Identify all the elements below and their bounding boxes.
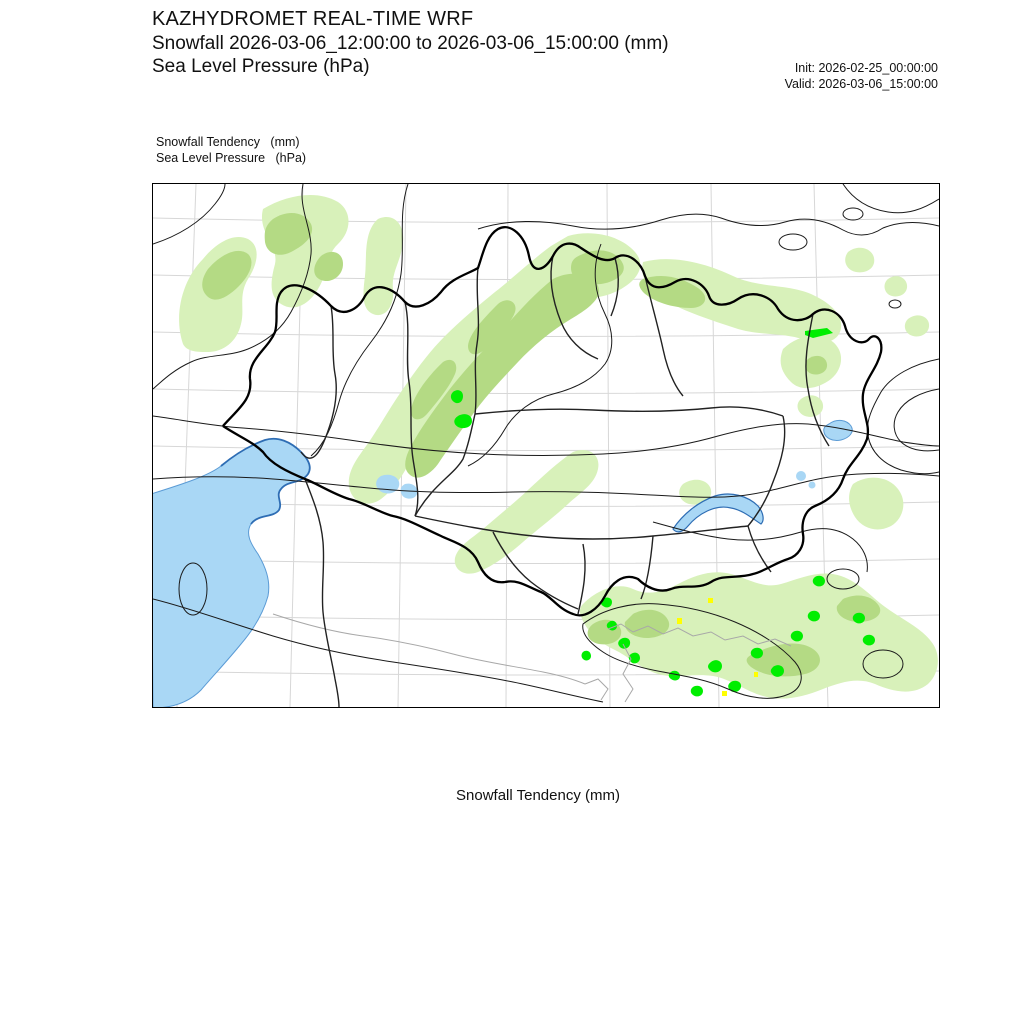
snowfall-yellow	[677, 598, 758, 696]
map-legend: Snowfall Tendency (mm) Sea Level Pressur…	[156, 134, 306, 166]
page-title: KAZHYDROMET REAL-TIME WRF	[152, 8, 474, 30]
map-legend-line1: Snowfall Tendency (mm)	[156, 135, 300, 149]
colorbar-title: Snowfall Tendency (mm)	[456, 787, 620, 804]
map-legend-line2: Sea Level Pressure (hPa)	[156, 151, 307, 165]
colorbar	[295, 819, 781, 849]
page-subtitle: Snowfall 2026-03-06_12:00:00 to 2026-03-…	[152, 33, 669, 54]
foreign-borders	[272, 613, 792, 703]
country-border	[222, 226, 883, 617]
water-bodies	[153, 419, 853, 707]
valid-timestamp: Valid: 2026-03-06_15:00:00	[784, 77, 938, 91]
colorbar-tick-labels	[295, 860, 781, 878]
map-area	[152, 183, 940, 708]
snowfall-heavy	[450, 328, 875, 697]
map-graphic	[153, 184, 939, 707]
page-subtitle2: Sea Level Pressure (hPa)	[152, 56, 370, 77]
region-borders	[300, 255, 830, 707]
init-timestamp: Init: 2026-02-25_00:00:00	[794, 61, 938, 75]
